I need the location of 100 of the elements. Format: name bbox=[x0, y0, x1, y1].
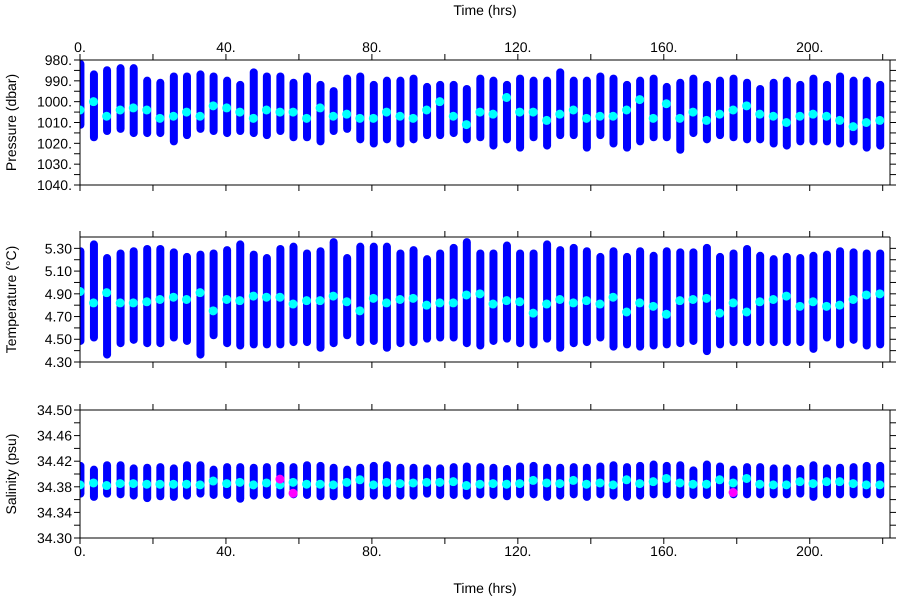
bar bbox=[662, 247, 671, 348]
bar bbox=[596, 252, 604, 342]
bar bbox=[489, 250, 498, 345]
y-tick-label: 4.30 bbox=[44, 354, 72, 370]
bar bbox=[410, 246, 418, 346]
bar bbox=[743, 244, 752, 346]
bar bbox=[796, 254, 804, 346]
bar bbox=[556, 246, 564, 352]
bar bbox=[582, 76, 591, 152]
bar bbox=[676, 78, 684, 154]
bar bbox=[476, 250, 484, 350]
x-tick-label: 0. bbox=[74, 39, 86, 55]
y-tick-label: 34.46 bbox=[36, 428, 72, 444]
x-tick-label: 120. bbox=[504, 542, 532, 559]
y-tick-label: 4.70 bbox=[44, 308, 72, 325]
bar bbox=[689, 248, 698, 345]
bar bbox=[650, 252, 658, 350]
x-tick-label: 200. bbox=[796, 39, 824, 55]
bar bbox=[262, 254, 271, 348]
bar bbox=[516, 74, 524, 152]
bar bbox=[170, 248, 178, 342]
y-tick-label: 1040. bbox=[36, 176, 72, 193]
bar bbox=[236, 240, 244, 350]
bar bbox=[436, 250, 444, 342]
bar bbox=[850, 248, 858, 344]
bar bbox=[116, 250, 125, 348]
bar bbox=[210, 250, 218, 340]
point bbox=[728, 488, 738, 498]
x-tick-label: 200. bbox=[796, 542, 824, 559]
bar bbox=[250, 250, 258, 348]
bar bbox=[770, 255, 778, 346]
x-tick-label: 40. bbox=[216, 39, 236, 55]
bar bbox=[290, 242, 298, 346]
y-tick-label: 34.30 bbox=[36, 530, 72, 546]
bar bbox=[543, 240, 552, 343]
bar bbox=[316, 247, 325, 352]
y-tick-label: 1020. bbox=[36, 135, 72, 152]
point bbox=[275, 474, 284, 484]
y-tick-label: 34.34 bbox=[36, 504, 72, 520]
x-tick-label: 80. bbox=[362, 542, 382, 559]
bar bbox=[702, 244, 711, 356]
bar bbox=[782, 76, 791, 150]
x-axis-title: Time (hrs) bbox=[453, 2, 517, 18]
bar bbox=[822, 250, 831, 342]
y-axis-title: Salinity (psu) bbox=[3, 434, 19, 514]
bar bbox=[610, 74, 618, 148]
bar bbox=[276, 244, 284, 348]
x-tick-label: 40. bbox=[216, 542, 236, 559]
bar bbox=[223, 246, 232, 348]
y-tick-label: 5.30 bbox=[44, 240, 72, 256]
y-tick-label: 34.50 bbox=[36, 402, 72, 418]
bar bbox=[182, 252, 191, 345]
bar bbox=[356, 242, 364, 346]
bar bbox=[423, 255, 432, 343]
y-tick-label: 990. bbox=[44, 72, 72, 89]
y-tick-label: 34.38 bbox=[36, 478, 72, 495]
bar bbox=[623, 252, 631, 348]
bar bbox=[370, 242, 378, 345]
y-tick-label: 5.10 bbox=[44, 263, 72, 280]
bar bbox=[610, 247, 618, 351]
bar bbox=[862, 250, 871, 350]
bar bbox=[782, 252, 791, 346]
bar bbox=[343, 254, 352, 340]
y-axis-title: Pressure (dbar) bbox=[3, 74, 19, 172]
y-tick-label: 4.90 bbox=[44, 286, 72, 302]
x-tick-label: 80. bbox=[362, 39, 382, 55]
bar bbox=[103, 254, 112, 359]
bar bbox=[330, 238, 338, 348]
bar bbox=[716, 252, 724, 348]
bar bbox=[809, 252, 818, 353]
bar bbox=[582, 247, 591, 346]
bar bbox=[196, 250, 204, 359]
x-tick-label: 160. bbox=[650, 542, 678, 559]
bar bbox=[570, 244, 578, 348]
point bbox=[288, 488, 298, 498]
bar bbox=[730, 250, 738, 346]
bar bbox=[90, 240, 98, 342]
bar bbox=[143, 244, 152, 348]
bar bbox=[462, 238, 471, 348]
bar bbox=[676, 248, 684, 348]
y-tick-label: 1030. bbox=[36, 156, 72, 172]
bar bbox=[756, 252, 764, 346]
bar bbox=[502, 242, 511, 343]
y-tick-label: 1000. bbox=[36, 94, 72, 110]
bar bbox=[396, 250, 404, 348]
bar bbox=[170, 72, 178, 146]
x-tick-label: 0. bbox=[74, 542, 86, 559]
bar bbox=[303, 250, 312, 346]
bar bbox=[382, 242, 391, 352]
x-tick-label: 160. bbox=[650, 39, 678, 55]
x-tick-label: 120. bbox=[504, 39, 532, 55]
bar bbox=[530, 250, 538, 348]
y-axis-title: Temperature (°C) bbox=[3, 246, 19, 354]
y-tick-label: 980. bbox=[44, 52, 72, 68]
y-tick-label: 1010. bbox=[36, 114, 72, 130]
bar bbox=[836, 247, 844, 348]
bar bbox=[130, 247, 138, 344]
y-tick-label: 34.42 bbox=[36, 453, 72, 470]
bar bbox=[636, 247, 644, 351]
y-tick-label: 4.50 bbox=[44, 331, 72, 348]
